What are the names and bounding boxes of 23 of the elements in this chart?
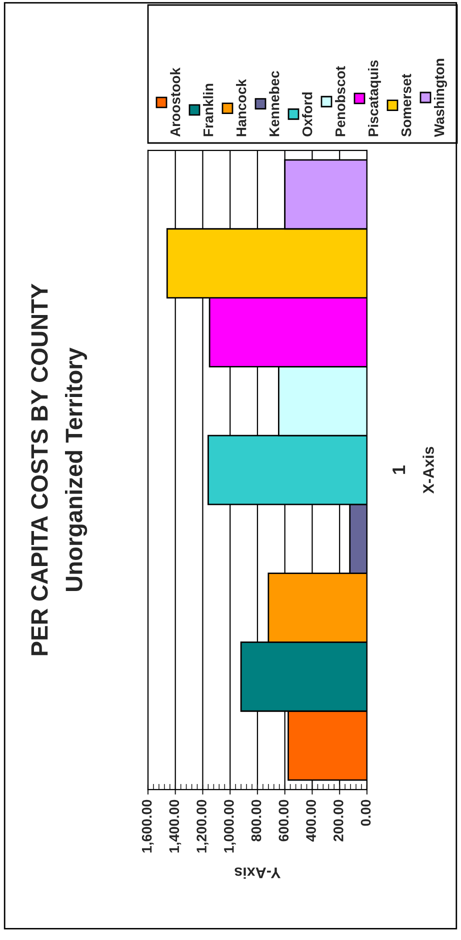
legend-label: Piscataquis bbox=[368, 60, 381, 136]
legend-label: Kennebec bbox=[269, 71, 280, 136]
x-tick-label: 600.00 bbox=[278, 800, 289, 842]
legend-label: Washington bbox=[434, 58, 448, 137]
x-tick-label: 0.00 bbox=[360, 800, 371, 826]
x-tick-label: 1,200.00 bbox=[196, 800, 208, 853]
x-axis-title: Y-Axis bbox=[234, 868, 281, 879]
y-axis-title: X-Axis bbox=[422, 446, 434, 494]
text: Unorganized Territory bbox=[65, 348, 88, 592]
x-tick-label: 1,000.00 bbox=[224, 800, 236, 853]
legend-label: Aroostook bbox=[170, 68, 180, 137]
legend-label: Franklin bbox=[203, 84, 214, 136]
legend-label: Hancock bbox=[236, 79, 246, 136]
x-tick-label: 1,400.00 bbox=[169, 800, 182, 853]
x-tick-label: 200.00 bbox=[333, 800, 344, 842]
x-tick-label: 1,600.00 bbox=[142, 800, 154, 853]
legend-label: Somerset bbox=[401, 74, 412, 137]
x-tick-label: 800.00 bbox=[251, 800, 262, 842]
legend-label: Penobscot bbox=[335, 66, 346, 136]
y-tick-label: 1 bbox=[392, 465, 406, 474]
x-tick-label: 400.00 bbox=[306, 800, 316, 842]
legend-label: Oxford bbox=[302, 92, 312, 136]
text: PER CAPITA COSTS BY COUNTY bbox=[31, 284, 48, 656]
